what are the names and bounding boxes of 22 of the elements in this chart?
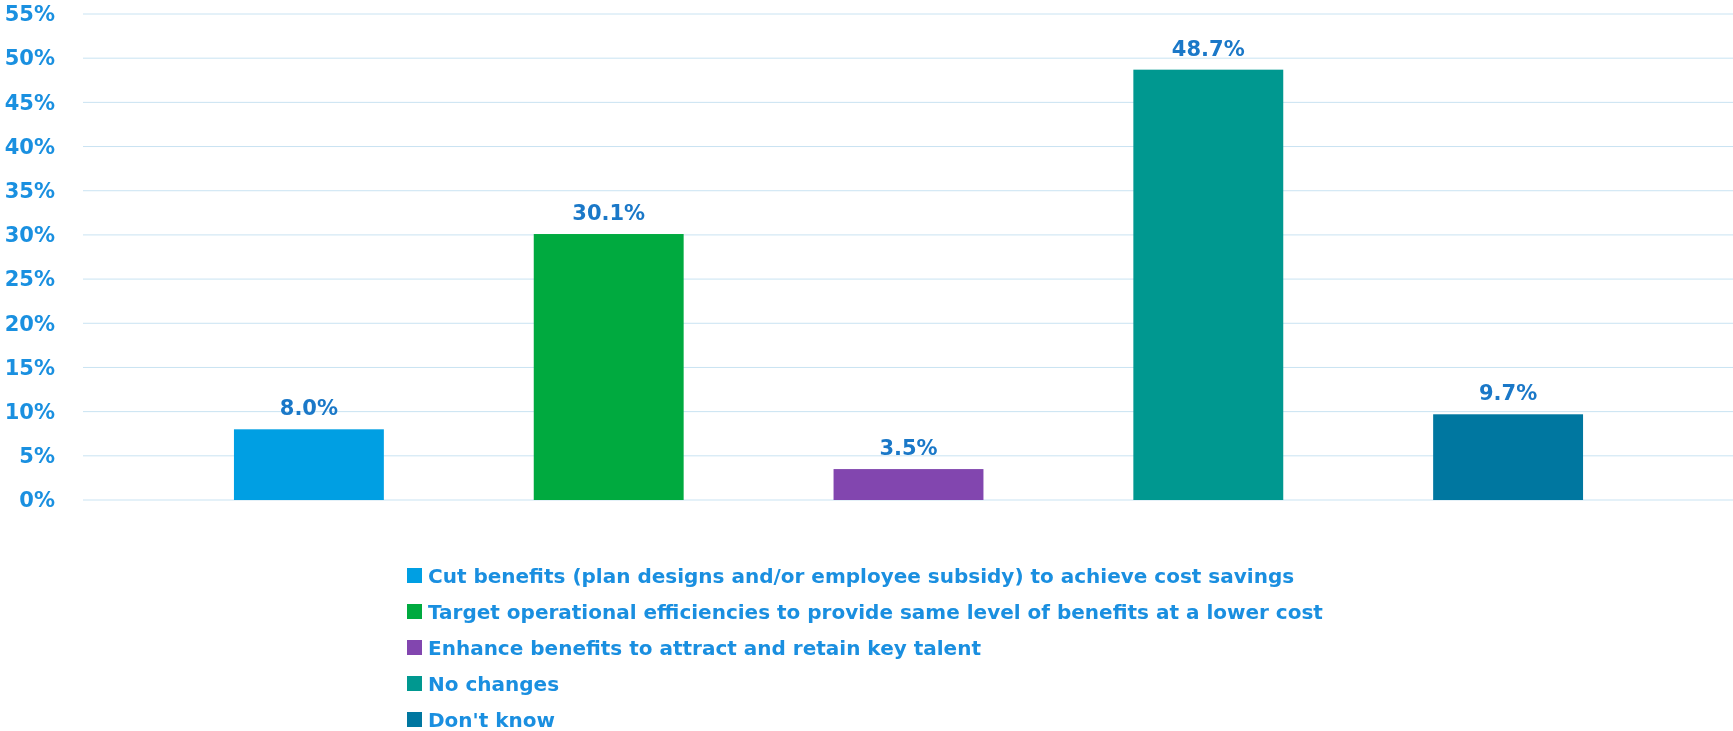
y-tick-label: 50% (4, 46, 55, 71)
y-tick-label: 0% (19, 488, 55, 513)
y-tick-label: 20% (4, 311, 55, 336)
legend-label: Enhance benefits to attract and retain key talent (428, 636, 982, 660)
y-tick-label: 55% (4, 2, 55, 27)
data-label: 8.0% (279, 396, 339, 421)
data-label: 3.5% (879, 436, 938, 461)
y-tick-label: 30% (4, 223, 55, 248)
data-label: 48.7% (1171, 36, 1245, 61)
y-tick-label: 5% (19, 444, 55, 469)
legend-label: Cut benefits (plan designs and/or employee subsidy) to achieve cost savings (428, 564, 1295, 588)
y-tick-label: 35% (4, 178, 55, 203)
legend-label: Don't know (428, 708, 555, 731)
y-tick-label: 15% (4, 355, 55, 380)
y-tick-label: 10% (4, 399, 55, 424)
data-label: 30.1% (572, 201, 646, 226)
legend-label: No changes (428, 672, 560, 696)
y-tick-label: 25% (4, 267, 55, 292)
data-label: 9.7% (1478, 381, 1538, 406)
y-tick-label: 40% (4, 134, 55, 159)
y-tick-label: 45% (4, 90, 55, 115)
legend-label: Target operational efficiencies to provide same level of benefits at a lower cost (428, 600, 1324, 624)
